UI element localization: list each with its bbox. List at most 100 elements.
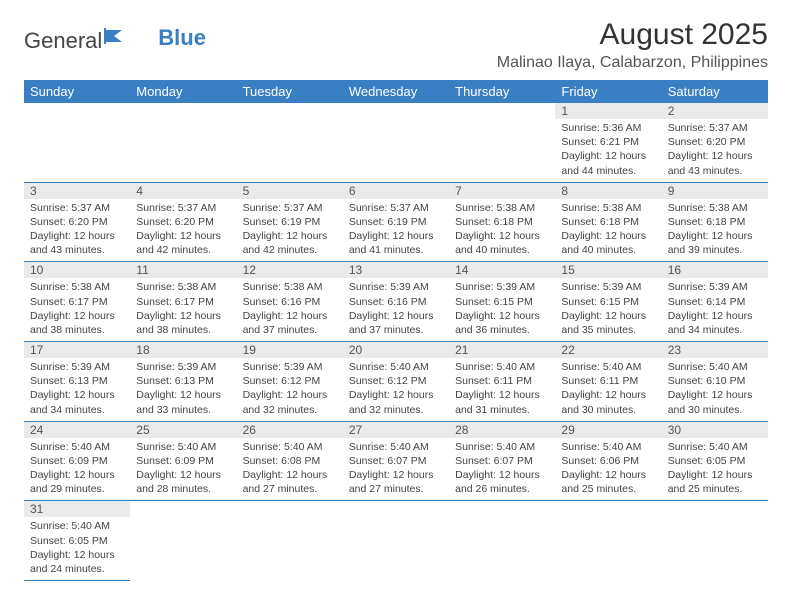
calendar-cell: 9Sunrise: 5:38 AMSunset: 6:18 PMDaylight… [662, 182, 768, 262]
day-details: Sunrise: 5:40 AMSunset: 6:08 PMDaylight:… [237, 438, 343, 501]
day-details: Sunrise: 5:39 AMSunset: 6:16 PMDaylight:… [343, 278, 449, 341]
day-details: Sunrise: 5:38 AMSunset: 6:17 PMDaylight:… [130, 278, 236, 341]
day-details: Sunrise: 5:40 AMSunset: 6:07 PMDaylight:… [343, 438, 449, 501]
calendar-cell: 25Sunrise: 5:40 AMSunset: 6:09 PMDayligh… [130, 421, 236, 501]
calendar-cell: 27Sunrise: 5:40 AMSunset: 6:07 PMDayligh… [343, 421, 449, 501]
day-number: 22 [555, 342, 661, 358]
day-number-empty [130, 501, 236, 517]
day-details: Sunrise: 5:38 AMSunset: 6:16 PMDaylight:… [237, 278, 343, 341]
calendar-cell: 31Sunrise: 5:40 AMSunset: 6:05 PMDayligh… [24, 501, 130, 581]
calendar-cell [130, 103, 236, 182]
day-details: Sunrise: 5:37 AMSunset: 6:20 PMDaylight:… [662, 119, 768, 182]
calendar-cell: 19Sunrise: 5:39 AMSunset: 6:12 PMDayligh… [237, 342, 343, 422]
day-number: 24 [24, 422, 130, 438]
day-number: 15 [555, 262, 661, 278]
day-details: Sunrise: 5:40 AMSunset: 6:07 PMDaylight:… [449, 438, 555, 501]
day-number: 2 [662, 103, 768, 119]
day-number-empty [449, 103, 555, 119]
calendar-row: 31Sunrise: 5:40 AMSunset: 6:05 PMDayligh… [24, 501, 768, 581]
day-details: Sunrise: 5:40 AMSunset: 6:11 PMDaylight:… [555, 358, 661, 421]
calendar-cell: 12Sunrise: 5:38 AMSunset: 6:16 PMDayligh… [237, 262, 343, 342]
calendar-cell: 8Sunrise: 5:38 AMSunset: 6:18 PMDaylight… [555, 182, 661, 262]
calendar-cell [343, 103, 449, 182]
day-details: Sunrise: 5:38 AMSunset: 6:18 PMDaylight:… [449, 199, 555, 262]
day-details: Sunrise: 5:37 AMSunset: 6:19 PMDaylight:… [237, 199, 343, 262]
day-details: Sunrise: 5:38 AMSunset: 6:17 PMDaylight:… [24, 278, 130, 341]
calendar-row: 3Sunrise: 5:37 AMSunset: 6:20 PMDaylight… [24, 182, 768, 262]
day-number: 26 [237, 422, 343, 438]
day-number: 8 [555, 183, 661, 199]
day-details: Sunrise: 5:37 AMSunset: 6:20 PMDaylight:… [24, 199, 130, 262]
calendar-cell: 26Sunrise: 5:40 AMSunset: 6:08 PMDayligh… [237, 421, 343, 501]
calendar-cell [237, 501, 343, 581]
header-saturday: Saturday [662, 80, 768, 103]
day-number: 31 [24, 501, 130, 517]
location-subtitle: Malinao Ilaya, Calabarzon, Philippines [497, 54, 768, 72]
calendar-cell: 18Sunrise: 5:39 AMSunset: 6:13 PMDayligh… [130, 342, 236, 422]
day-number-empty [130, 103, 236, 119]
calendar-cell: 20Sunrise: 5:40 AMSunset: 6:12 PMDayligh… [343, 342, 449, 422]
day-number: 17 [24, 342, 130, 358]
day-number: 6 [343, 183, 449, 199]
day-number: 30 [662, 422, 768, 438]
calendar-cell: 30Sunrise: 5:40 AMSunset: 6:05 PMDayligh… [662, 421, 768, 501]
header-sunday: Sunday [24, 80, 130, 103]
calendar-cell [555, 501, 661, 581]
day-details: Sunrise: 5:40 AMSunset: 6:10 PMDaylight:… [662, 358, 768, 421]
calendar-cell: 23Sunrise: 5:40 AMSunset: 6:10 PMDayligh… [662, 342, 768, 422]
day-details: Sunrise: 5:39 AMSunset: 6:15 PMDaylight:… [449, 278, 555, 341]
calendar-cell: 29Sunrise: 5:40 AMSunset: 6:06 PMDayligh… [555, 421, 661, 501]
day-number-empty [343, 501, 449, 517]
calendar-cell: 13Sunrise: 5:39 AMSunset: 6:16 PMDayligh… [343, 262, 449, 342]
day-details: Sunrise: 5:40 AMSunset: 6:05 PMDaylight:… [662, 438, 768, 501]
day-details: Sunrise: 5:40 AMSunset: 6:09 PMDaylight:… [24, 438, 130, 501]
header-thursday: Thursday [449, 80, 555, 103]
header-monday: Monday [130, 80, 236, 103]
calendar-cell: 5Sunrise: 5:37 AMSunset: 6:19 PMDaylight… [237, 182, 343, 262]
day-number: 14 [449, 262, 555, 278]
day-details: Sunrise: 5:40 AMSunset: 6:05 PMDaylight:… [24, 517, 130, 580]
header: General Blue August 2025 Malinao Ilaya, … [24, 18, 768, 72]
month-title: August 2025 [497, 18, 768, 52]
calendar-row: 24Sunrise: 5:40 AMSunset: 6:09 PMDayligh… [24, 421, 768, 501]
day-number: 21 [449, 342, 555, 358]
day-number: 7 [449, 183, 555, 199]
calendar-body: 1Sunrise: 5:36 AMSunset: 6:21 PMDaylight… [24, 103, 768, 581]
header-tuesday: Tuesday [237, 80, 343, 103]
calendar-cell [237, 103, 343, 182]
day-number: 27 [343, 422, 449, 438]
calendar-cell: 14Sunrise: 5:39 AMSunset: 6:15 PMDayligh… [449, 262, 555, 342]
day-details: Sunrise: 5:40 AMSunset: 6:09 PMDaylight:… [130, 438, 236, 501]
calendar-cell: 4Sunrise: 5:37 AMSunset: 6:20 PMDaylight… [130, 182, 236, 262]
day-details: Sunrise: 5:39 AMSunset: 6:14 PMDaylight:… [662, 278, 768, 341]
title-block: August 2025 Malinao Ilaya, Calabarzon, P… [497, 18, 768, 72]
day-number: 4 [130, 183, 236, 199]
day-number-empty [449, 501, 555, 517]
calendar-cell: 1Sunrise: 5:36 AMSunset: 6:21 PMDaylight… [555, 103, 661, 182]
day-number-empty [662, 501, 768, 517]
logo-text-general: General [24, 28, 102, 54]
logo-flag-icon [104, 24, 126, 50]
day-details: Sunrise: 5:38 AMSunset: 6:18 PMDaylight:… [555, 199, 661, 262]
day-details: Sunrise: 5:38 AMSunset: 6:18 PMDaylight:… [662, 199, 768, 262]
day-details: Sunrise: 5:40 AMSunset: 6:12 PMDaylight:… [343, 358, 449, 421]
day-details: Sunrise: 5:39 AMSunset: 6:13 PMDaylight:… [24, 358, 130, 421]
calendar-cell: 11Sunrise: 5:38 AMSunset: 6:17 PMDayligh… [130, 262, 236, 342]
day-number: 23 [662, 342, 768, 358]
calendar-cell: 28Sunrise: 5:40 AMSunset: 6:07 PMDayligh… [449, 421, 555, 501]
calendar-cell: 10Sunrise: 5:38 AMSunset: 6:17 PMDayligh… [24, 262, 130, 342]
day-details: Sunrise: 5:39 AMSunset: 6:12 PMDaylight:… [237, 358, 343, 421]
calendar-cell: 17Sunrise: 5:39 AMSunset: 6:13 PMDayligh… [24, 342, 130, 422]
day-number: 10 [24, 262, 130, 278]
calendar-cell: 21Sunrise: 5:40 AMSunset: 6:11 PMDayligh… [449, 342, 555, 422]
calendar-cell: 22Sunrise: 5:40 AMSunset: 6:11 PMDayligh… [555, 342, 661, 422]
logo: General Blue [24, 24, 206, 58]
calendar-cell [24, 103, 130, 182]
day-details: Sunrise: 5:37 AMSunset: 6:19 PMDaylight:… [343, 199, 449, 262]
calendar-row: 1Sunrise: 5:36 AMSunset: 6:21 PMDaylight… [24, 103, 768, 182]
calendar-cell: 15Sunrise: 5:39 AMSunset: 6:15 PMDayligh… [555, 262, 661, 342]
day-number: 9 [662, 183, 768, 199]
day-details: Sunrise: 5:39 AMSunset: 6:13 PMDaylight:… [130, 358, 236, 421]
day-number: 3 [24, 183, 130, 199]
day-number: 1 [555, 103, 661, 119]
